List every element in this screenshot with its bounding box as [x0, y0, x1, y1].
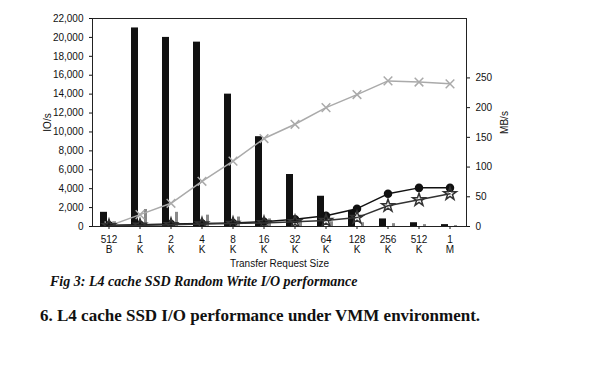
- svg-text:IO/s: IO/s: [42, 113, 53, 131]
- svg-text:2K: 2K: [168, 234, 175, 255]
- svg-text:8K: 8K: [230, 234, 237, 255]
- svg-text:4,000: 4,000: [58, 183, 83, 194]
- svg-text:50: 50: [476, 191, 488, 202]
- svg-text:10,000: 10,000: [53, 126, 84, 137]
- svg-text:12,000: 12,000: [53, 107, 84, 118]
- svg-text:0: 0: [78, 221, 84, 232]
- svg-text:256K: 256K: [380, 234, 397, 255]
- svg-text:1M: 1M: [446, 234, 454, 255]
- svg-text:2,000: 2,000: [58, 202, 83, 213]
- svg-text:6,000: 6,000: [58, 164, 83, 175]
- svg-text:22,000: 22,000: [53, 13, 84, 24]
- svg-text:8,000: 8,000: [58, 145, 83, 156]
- svg-text:1K: 1K: [137, 234, 144, 255]
- svg-text:512K: 512K: [411, 234, 428, 255]
- svg-text:MB/s: MB/s: [499, 111, 510, 134]
- svg-text:0: 0: [476, 221, 482, 232]
- svg-text:Transfer Request Size: Transfer Request Size: [230, 258, 330, 269]
- html-text:Fig 3: L4 cache SSD Random Wri: Fig 3: L4 cache SSD Random Write I/O per…: [50, 274, 358, 289]
- svg-text:64K: 64K: [320, 234, 332, 255]
- svg-text:18,000: 18,000: [53, 51, 84, 62]
- svg-text:250: 250: [476, 72, 493, 83]
- svg-text:150: 150: [476, 132, 493, 143]
- svg-text:20,000: 20,000: [53, 32, 84, 43]
- svg-text:4K: 4K: [199, 234, 206, 255]
- html-text:6. L4 cache SSD I/O performanc: 6. L4 cache SSD I/O performance under VM…: [40, 306, 481, 325]
- svg-text:16K: 16K: [258, 234, 270, 255]
- svg-text:14,000: 14,000: [53, 88, 84, 99]
- svg-text:128K: 128K: [349, 234, 366, 255]
- svg-text:200: 200: [476, 102, 493, 113]
- svg-text:32K: 32K: [289, 234, 301, 255]
- svg-text:16,000: 16,000: [53, 69, 84, 80]
- svg-text:512B: 512B: [101, 234, 118, 255]
- svg-text:100: 100: [476, 161, 493, 172]
